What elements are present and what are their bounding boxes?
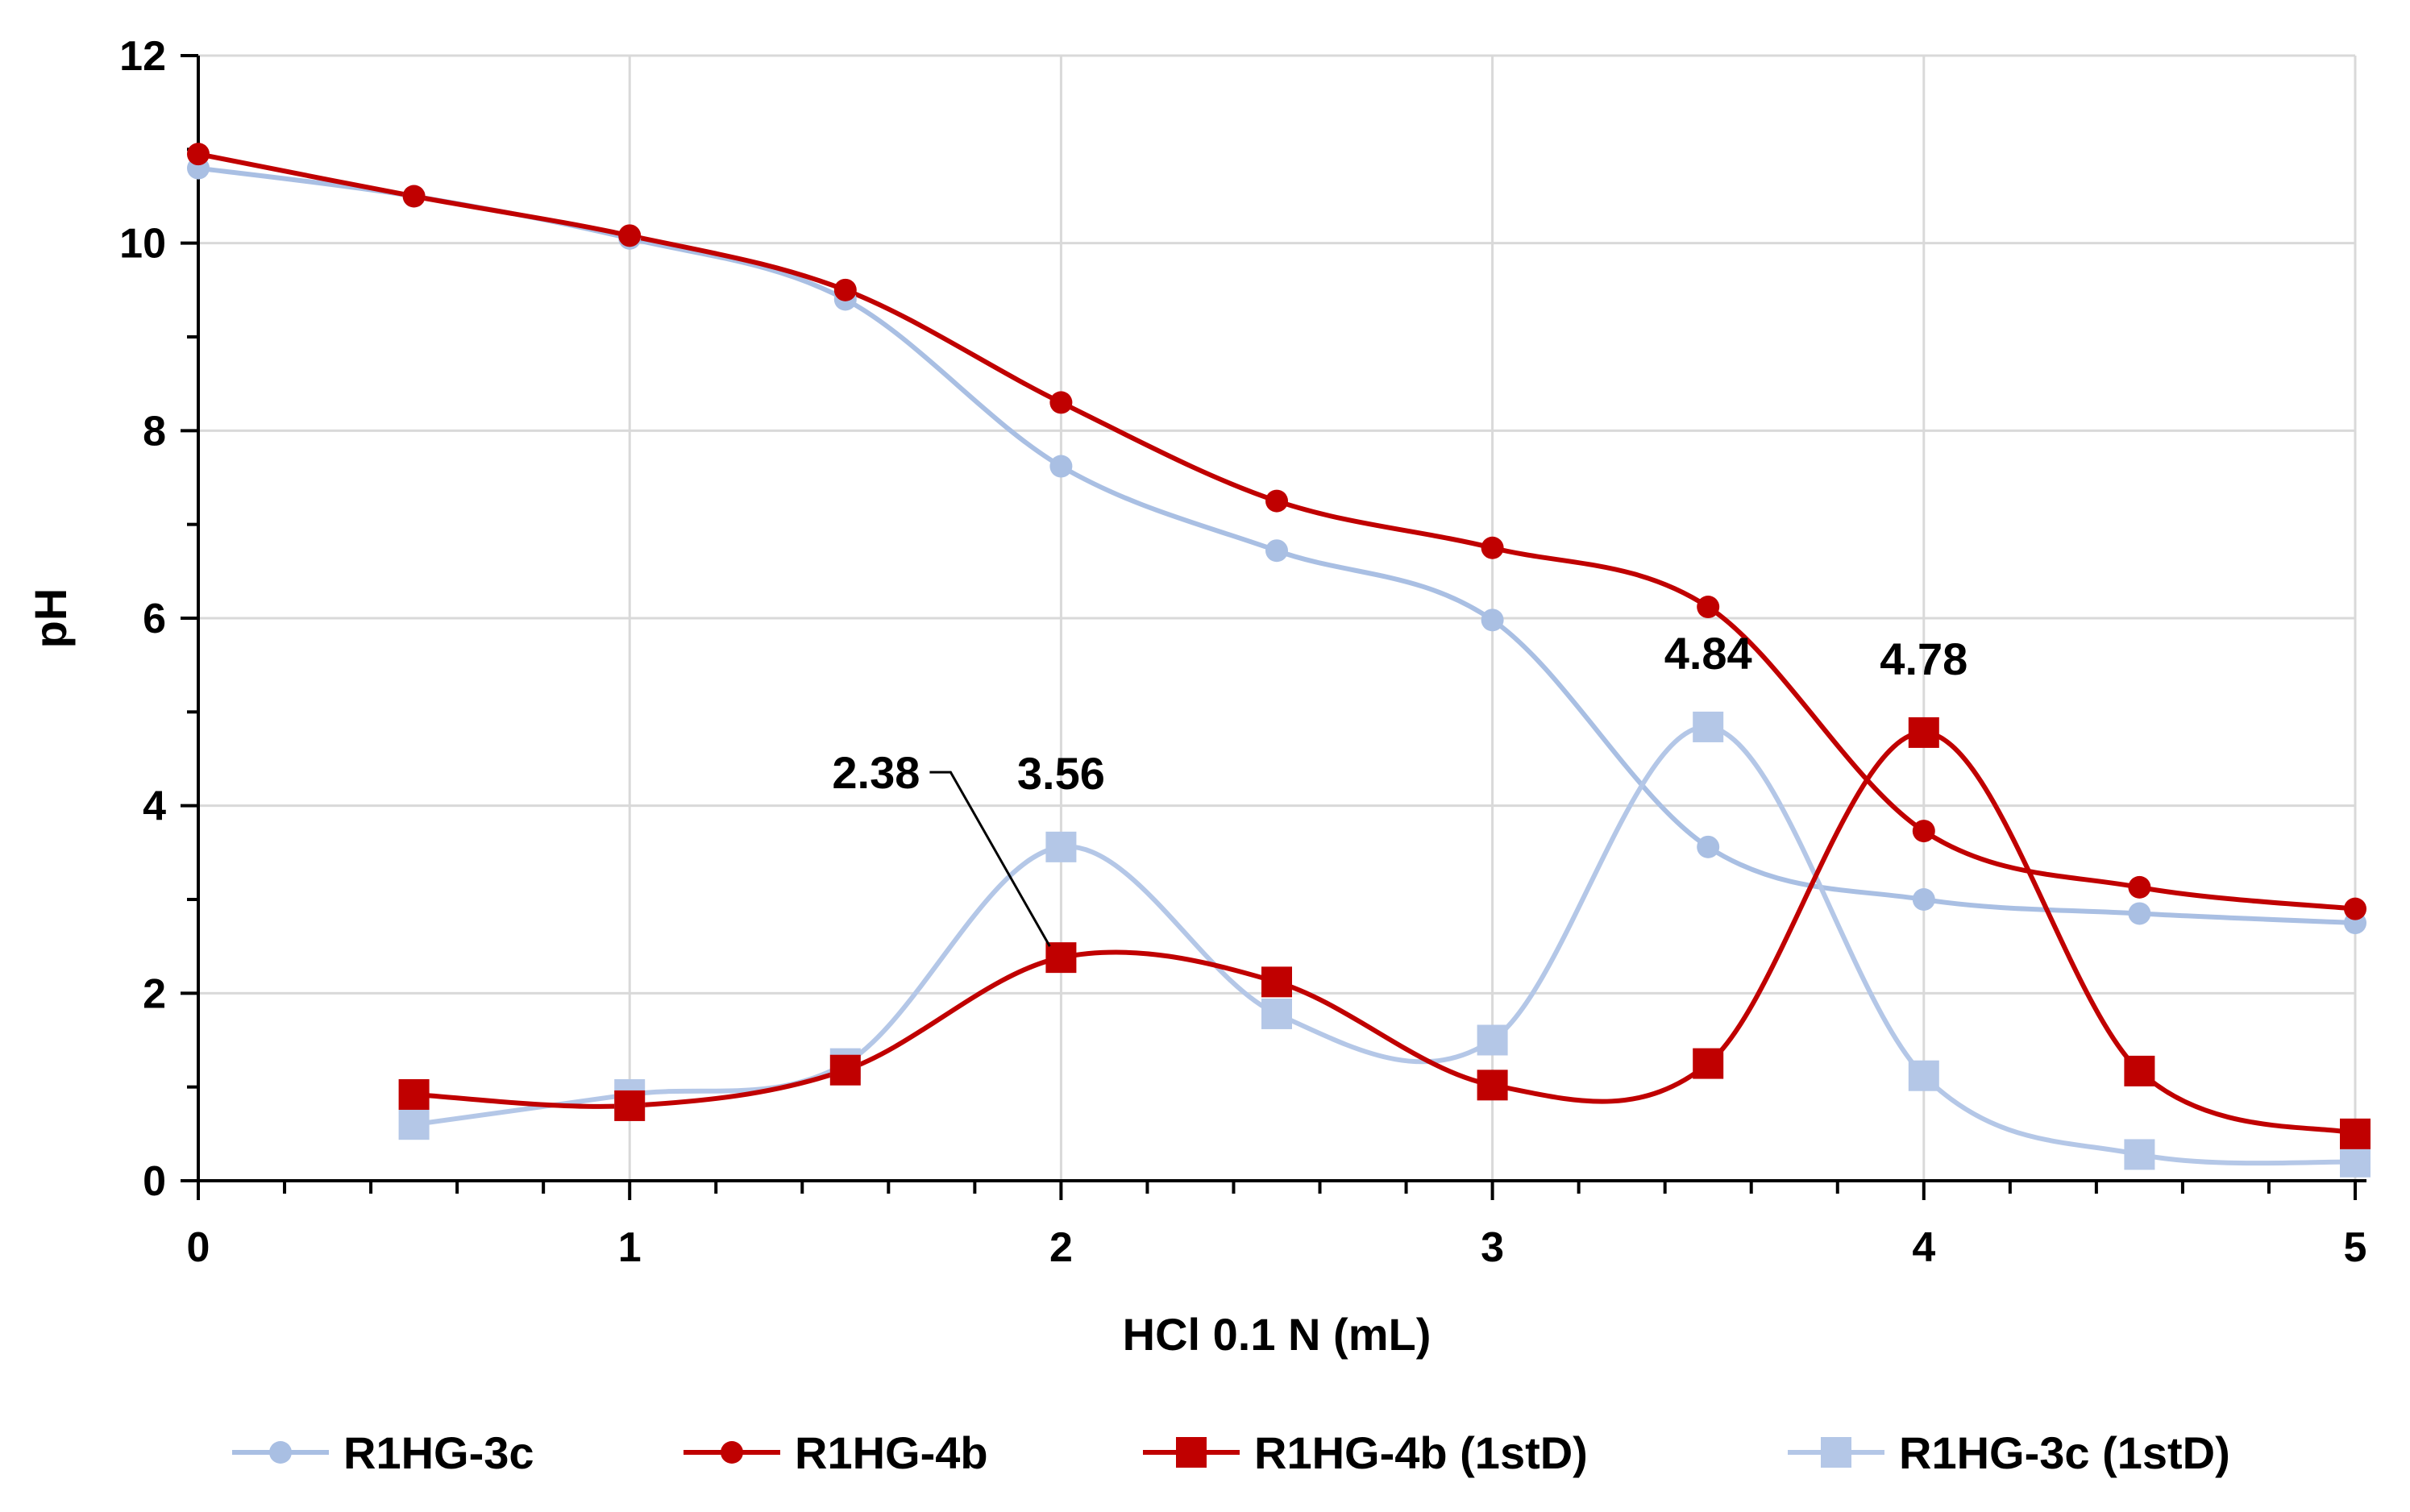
data-point: [187, 143, 210, 166]
data-point: [2124, 1139, 2155, 1170]
legend-label: R1HG-3c (1stD): [1899, 1427, 2230, 1478]
data-point: [1049, 391, 1073, 414]
gridlines: [198, 54, 2357, 1181]
x-tick-label: 0: [187, 1224, 210, 1271]
x-tick-label: 4: [1912, 1224, 1935, 1271]
legend-label: R1HG-4b: [795, 1427, 988, 1478]
data-point: [1908, 1060, 1939, 1091]
series-line-1: [197, 152, 2356, 912]
x-tick-label: 5: [2344, 1224, 2367, 1271]
data-point: [1912, 888, 1935, 911]
data-point: [1908, 717, 1939, 748]
data-point: [833, 278, 857, 301]
data-point: [1261, 998, 1292, 1029]
data-point: [2128, 902, 2151, 925]
legend-item: R1HG-4b: [684, 1427, 988, 1478]
data-point: [618, 224, 642, 247]
y-tick-label: 6: [143, 596, 166, 642]
y-tick-label: 8: [143, 408, 166, 455]
data-point: [1265, 539, 1288, 563]
data-point: [1261, 966, 1292, 998]
x-tick-label: 1: [618, 1224, 642, 1271]
legend-label: R1HG-4b (1stD): [1254, 1427, 1588, 1478]
data-point: [2344, 897, 2366, 920]
data-label: 4.78: [1880, 633, 1967, 684]
callout-leader: [929, 771, 1051, 947]
legend-swatch-marker: [1176, 1437, 1207, 1468]
data-point: [1477, 1024, 1508, 1056]
data-point: [398, 1109, 430, 1140]
data-labels: 2.38 3.56 4.84 4.78: [832, 628, 1967, 947]
y-tick-label: 4: [143, 783, 166, 830]
data-point: [1045, 942, 1077, 974]
data-label: 3.56: [1017, 748, 1105, 799]
data-label: 4.84: [1664, 628, 1752, 679]
data-point: [614, 1090, 646, 1121]
data-point: [2340, 1118, 2371, 1149]
legend-item: R1HG-4b (1stD): [1143, 1427, 1588, 1478]
data-point: [1045, 831, 1077, 862]
data-point: [1481, 536, 1504, 559]
data-point: [1697, 596, 1720, 619]
data-label: 2.38: [832, 747, 920, 798]
data-point: [829, 1054, 861, 1086]
data-point: [1697, 835, 1720, 858]
x-tick-label: 2: [1049, 1224, 1073, 1271]
data-point: [1477, 1070, 1508, 1101]
data-point: [1912, 820, 1935, 843]
data-point: [2124, 1055, 2155, 1086]
legend-label: R1HG-3c: [343, 1427, 534, 1478]
data-point: [1693, 711, 1724, 742]
y-tick-label: 12: [119, 33, 166, 80]
y-axis-title: pH: [25, 588, 76, 649]
legend-swatch-marker: [269, 1441, 292, 1464]
x-axis-title: HCl 0.1 N (mL): [1123, 1309, 1431, 1360]
data-point: [2128, 875, 2151, 899]
data-point: [1265, 489, 1288, 513]
data-point: [1049, 455, 1073, 478]
x-tick-label: 3: [1481, 1224, 1504, 1271]
legend-item: R1HG-3c: [232, 1427, 534, 1478]
legend-item: R1HG-3c (1stD): [1788, 1427, 2230, 1478]
y-tick-label: 0: [143, 1158, 166, 1205]
data-point: [402, 185, 426, 208]
series-line-2: [413, 729, 2356, 1136]
legend-swatch-marker: [1821, 1437, 1851, 1468]
data-point: [1481, 609, 1504, 632]
y-tick-label: 10: [119, 221, 166, 268]
series-markers: [187, 143, 2371, 1178]
legend: R1HG-3c R1HG-4b R1HG-4b (1stD) R1HG-3c (1st…: [232, 1427, 2230, 1478]
y-tick-label: 2: [143, 970, 166, 1017]
data-point: [1693, 1048, 1724, 1079]
data-point: [2340, 1146, 2371, 1178]
legend-swatch-marker: [721, 1441, 743, 1464]
data-point: [398, 1078, 430, 1110]
